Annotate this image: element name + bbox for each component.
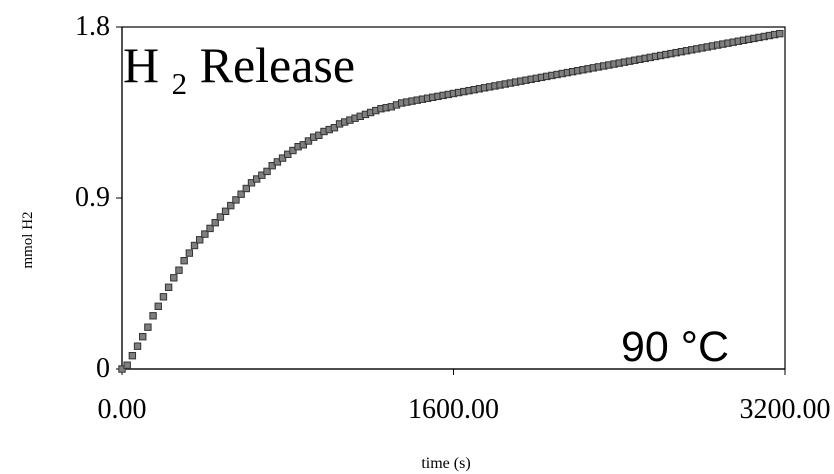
data-point — [232, 196, 240, 204]
data-point — [144, 323, 152, 331]
data-point — [247, 179, 256, 187]
title-main: H — [123, 37, 159, 93]
title-rest: Release — [200, 37, 355, 93]
data-point — [227, 201, 235, 210]
data-point — [149, 312, 157, 320]
data-point — [273, 158, 282, 166]
data-point — [284, 150, 292, 159]
data-point — [159, 293, 168, 301]
data-point — [190, 241, 199, 250]
x-tick-labels: 0.00 1600.00 3200.00 — [98, 394, 831, 425]
x-axis-label: time (s) — [421, 455, 470, 472]
data-point — [216, 213, 225, 221]
data-point — [123, 361, 131, 369]
data-point — [278, 154, 287, 162]
data-point — [258, 171, 266, 179]
data-point — [268, 162, 276, 170]
chart-annotation-title: H 2 Release — [123, 37, 355, 105]
data-point — [252, 175, 261, 183]
temperature-annotation: 90 °C — [621, 323, 729, 371]
data-point — [133, 342, 142, 350]
data-point — [118, 365, 126, 373]
y-tick-label: 0 — [96, 353, 110, 384]
data-point — [185, 249, 194, 257]
data-point — [263, 167, 271, 176]
title-subscript: 2 — [172, 66, 188, 101]
y-tick-labels: 0 0.9 1.8 — [75, 11, 110, 384]
data-point — [175, 266, 183, 274]
x-tick-label: 1600.00 — [408, 394, 499, 425]
data-point — [242, 184, 251, 193]
data-point — [154, 302, 162, 311]
data-point — [289, 146, 297, 155]
data-point — [139, 333, 147, 341]
data-point — [330, 124, 339, 132]
data-point — [170, 274, 178, 282]
y-tick-label: 1.8 — [75, 11, 110, 42]
x-tick-label: 0.00 — [98, 394, 147, 425]
data-point — [201, 230, 209, 238]
y-axis-label: mmol H2 — [20, 211, 36, 268]
data-point — [164, 283, 173, 292]
data-point — [206, 224, 214, 233]
x-tick-label: 3200.00 — [740, 394, 831, 425]
data-point — [180, 257, 188, 265]
data-point — [299, 141, 307, 149]
data-point — [221, 207, 230, 216]
data-point — [237, 190, 245, 198]
y-tick-label: 0.9 — [75, 182, 110, 213]
data-point — [304, 137, 313, 145]
data-point — [211, 219, 219, 227]
data-point — [776, 29, 784, 38]
points-layer — [118, 29, 784, 373]
data-point — [195, 236, 204, 244]
data-point — [128, 352, 137, 360]
data-point — [315, 131, 323, 140]
